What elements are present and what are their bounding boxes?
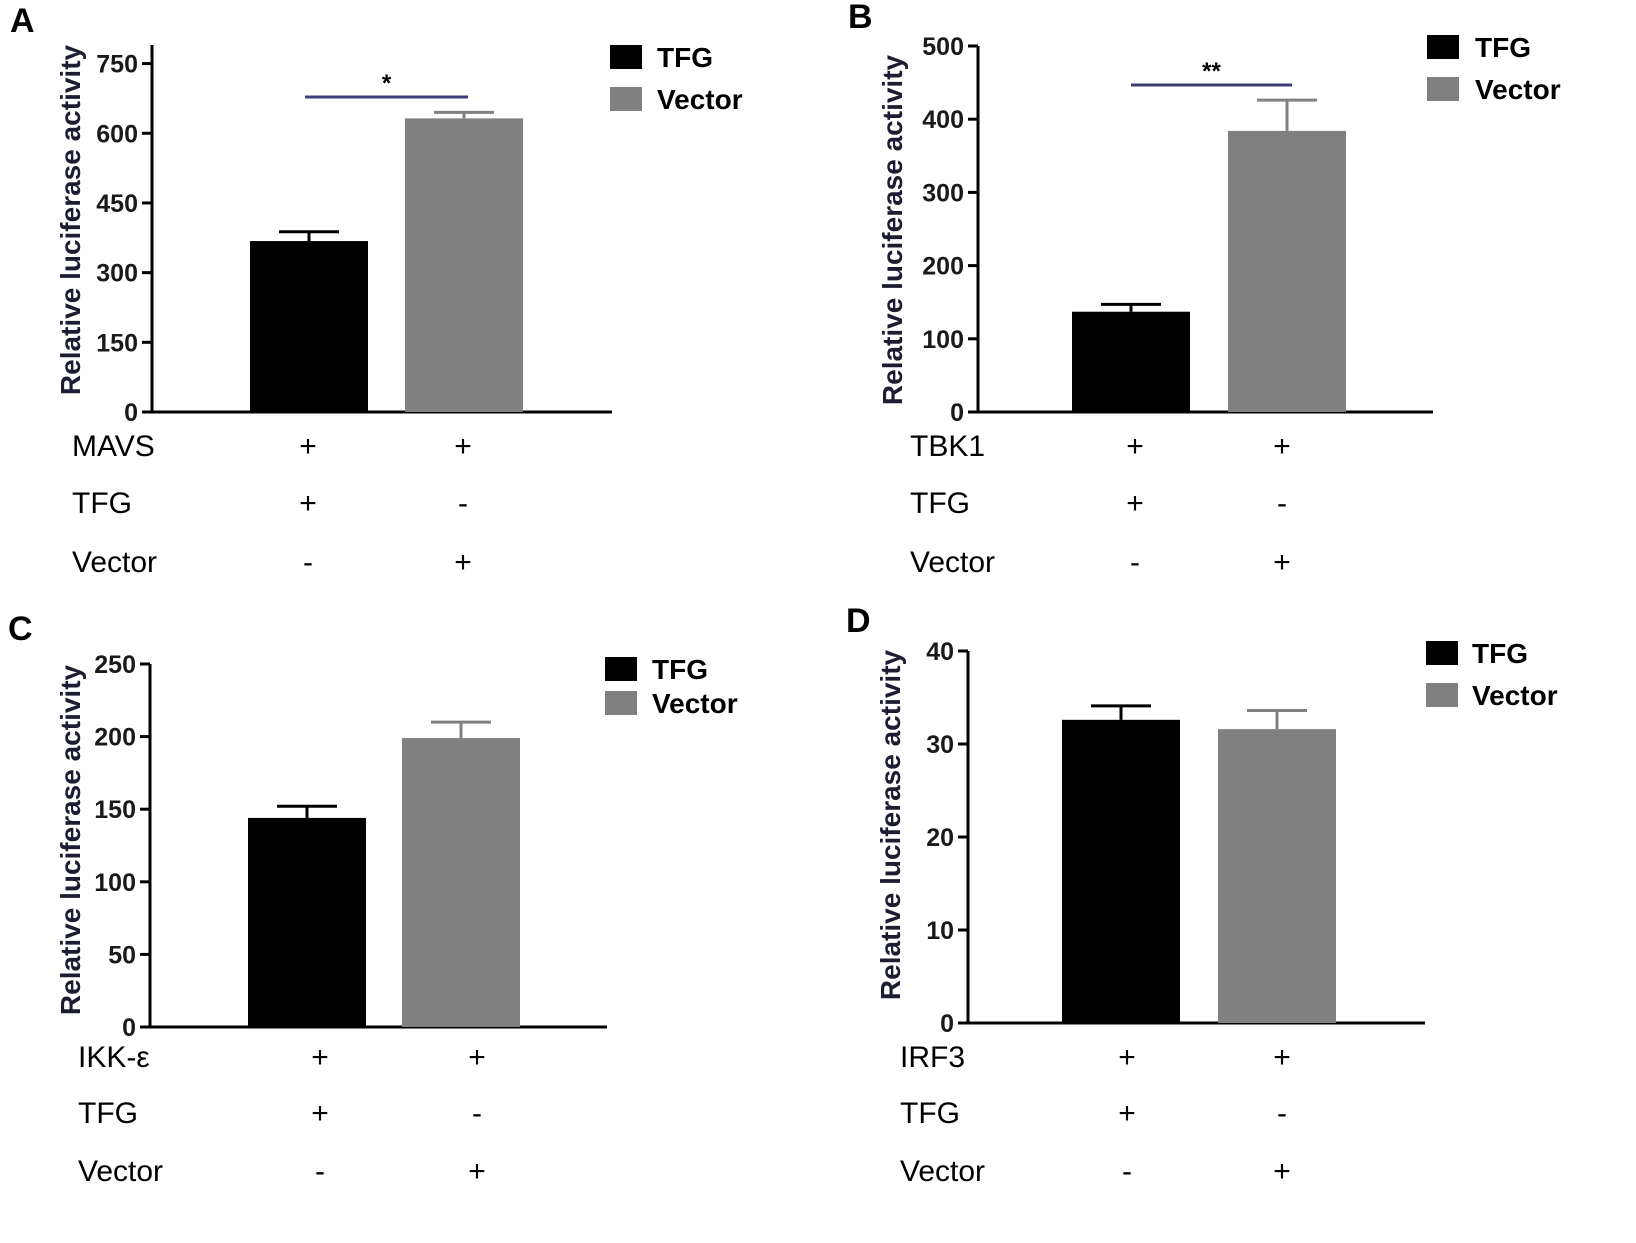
bar-tfg: [248, 817, 366, 1027]
y-tick-label: 750: [96, 51, 138, 79]
condition-mark: +: [468, 1155, 486, 1188]
condition-label: TFG: [72, 487, 132, 520]
condition-mark: +: [1126, 487, 1144, 520]
panel-letter: A: [10, 2, 35, 40]
legend-swatch-vector: [610, 87, 642, 111]
legend-swatch-tfg: [605, 657, 637, 681]
legend-swatch-tfg: [610, 45, 642, 69]
condition-mark: -: [1130, 546, 1140, 579]
bar-tfg: [250, 241, 368, 412]
bar-tfg: [1072, 311, 1190, 412]
bar-tfg: [1062, 719, 1180, 1023]
condition-mark: +: [1273, 1041, 1291, 1074]
legend-swatch-tfg: [1426, 641, 1458, 665]
legend-label-vector: Vector: [657, 84, 743, 115]
condition-mark: -: [315, 1155, 325, 1188]
legend-label-vector: Vector: [1472, 680, 1558, 711]
condition-label: IKK-ε: [78, 1041, 150, 1074]
y-tick-label: 40: [926, 638, 954, 666]
bar-vector: [1218, 729, 1336, 1023]
panel-letter: D: [846, 602, 871, 640]
condition-mark: +: [299, 430, 317, 463]
y-tick-label: 0: [124, 399, 138, 427]
y-tick-label: 450: [96, 190, 138, 218]
condition-mark: +: [1126, 430, 1144, 463]
y-tick-label: 100: [922, 326, 964, 354]
condition-label: IRF3: [900, 1041, 965, 1074]
y-tick-label: 30: [926, 731, 954, 759]
y-tick-label: 150: [96, 329, 138, 357]
condition-mark: -: [1277, 1097, 1287, 1130]
condition-label: Vector: [900, 1155, 985, 1188]
condition-mark: +: [454, 430, 472, 463]
panel-letter: C: [8, 610, 33, 648]
y-axis-label: Relative luciferase activity: [875, 649, 906, 1000]
condition-mark: -: [303, 546, 313, 579]
legend-label-vector: Vector: [1475, 74, 1561, 105]
legend-label-tfg: TFG: [1472, 638, 1528, 669]
y-tick-label: 0: [940, 1010, 954, 1038]
condition-mark: -: [458, 487, 468, 520]
y-tick-label: 0: [122, 1014, 136, 1042]
legend-swatch-tfg: [1427, 35, 1459, 59]
bar-vector: [402, 738, 520, 1027]
condition-mark: -: [472, 1097, 482, 1130]
condition-label: TFG: [78, 1097, 138, 1130]
condition-label: TFG: [910, 487, 970, 520]
panel-a: A Relative luciferase activity 0 150 300 450 6…: [10, 2, 743, 579]
y-tick-label: 300: [96, 260, 138, 288]
y-tick-label: 600: [96, 120, 138, 148]
legend-swatch-vector: [1427, 77, 1459, 101]
condition-label: MAVS: [72, 430, 155, 463]
condition-mark: +: [454, 546, 472, 579]
panel-c: C Relative luciferase activity 0 50 100 150 20…: [8, 610, 738, 1188]
y-tick-label: 250: [94, 651, 136, 679]
y-tick-label: 100: [94, 869, 136, 897]
y-tick-label: 50: [108, 941, 136, 969]
condition-mark: +: [1118, 1097, 1136, 1130]
panel-letter: B: [848, 0, 873, 36]
significance-marker: **: [1202, 58, 1221, 85]
condition-mark: -: [1122, 1155, 1132, 1188]
significance-marker: *: [382, 70, 392, 97]
legend-label-tfg: TFG: [652, 654, 708, 685]
legend-swatch-vector: [1426, 683, 1458, 707]
y-tick-label: 200: [94, 724, 136, 752]
condition-mark: +: [299, 487, 317, 520]
condition-mark: +: [1118, 1041, 1136, 1074]
condition-label: Vector: [72, 546, 157, 579]
y-tick-label: 20: [926, 824, 954, 852]
bar-vector: [1228, 130, 1346, 413]
condition-mark: +: [311, 1041, 329, 1074]
y-axis-label: Relative luciferase activity: [55, 664, 86, 1015]
condition-mark: -: [1277, 487, 1287, 520]
legend-label-tfg: TFG: [657, 42, 713, 73]
condition-mark: +: [1273, 546, 1291, 579]
condition-label: Vector: [78, 1155, 163, 1188]
bar-vector: [405, 118, 523, 413]
legend-label-tfg: TFG: [1475, 32, 1531, 63]
y-tick-label: 300: [922, 179, 964, 207]
y-axis-label: Relative luciferase activity: [877, 54, 908, 405]
condition-label: TBK1: [910, 430, 985, 463]
y-tick-label: 200: [922, 253, 964, 281]
y-axis-label: Relative luciferase activity: [55, 44, 86, 395]
y-tick-label: 10: [926, 917, 954, 945]
y-tick-label: 150: [94, 796, 136, 824]
condition-label: Vector: [910, 546, 995, 579]
y-tick-label: 0: [950, 399, 964, 427]
legend-swatch-vector: [605, 691, 637, 715]
condition-mark: +: [1273, 1155, 1291, 1188]
y-tick-label: 500: [922, 33, 964, 61]
condition-mark: +: [1273, 430, 1291, 463]
condition-mark: +: [468, 1041, 486, 1074]
condition-mark: +: [311, 1097, 329, 1130]
condition-label: TFG: [900, 1097, 960, 1130]
legend-label-vector: Vector: [652, 688, 738, 719]
y-tick-label: 400: [922, 106, 964, 134]
